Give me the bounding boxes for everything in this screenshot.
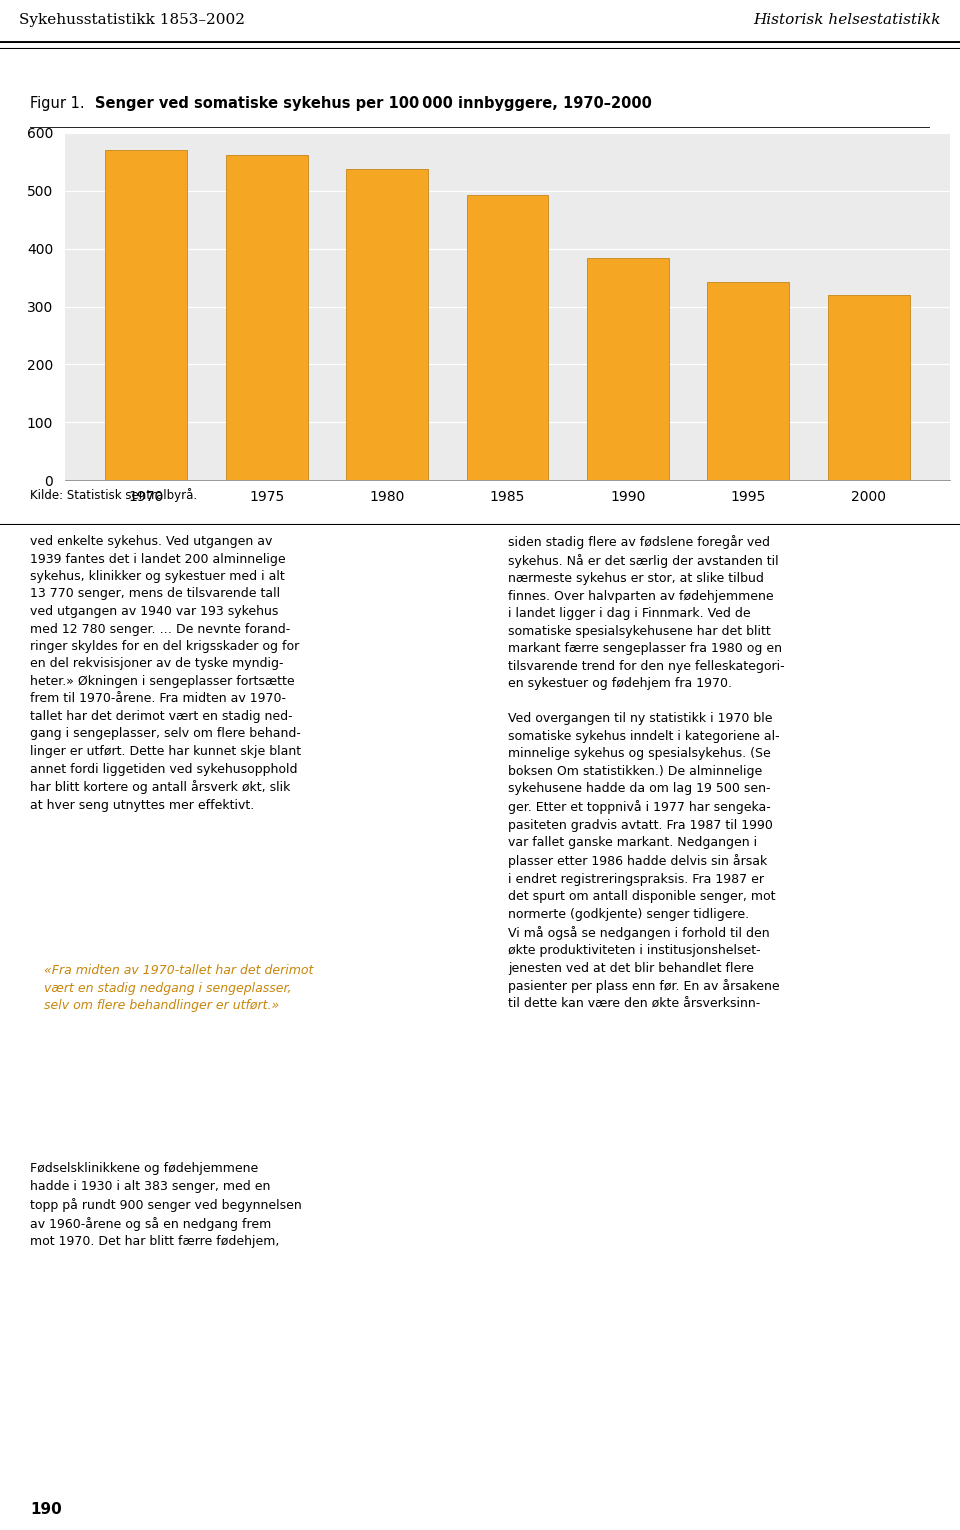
Bar [106,150,187,480]
Text: Senger ved somatiske sykehus per 100 000 innbyggere, 1970–2000: Senger ved somatiske sykehus per 100 000… [95,96,652,110]
Text: Kilde: Statistisk sentralbyrå.: Kilde: Statistisk sentralbyrå. [30,488,197,502]
Text: «Fra midten av 1970-tallet har det derimot
vært en stadig nedgang i sengeplasser: «Fra midten av 1970-tallet har det derim… [44,964,313,1013]
Bar [467,194,548,480]
Bar [828,295,910,480]
Bar [587,259,669,480]
Text: ved enkelte sykehus. Ved utgangen av
1939 fantes det i landet 200 alminnelige
sy: ved enkelte sykehus. Ved utgangen av 193… [30,536,301,812]
Bar [347,170,428,480]
Text: Fødselsklinikkene og fødehjemmene
hadde i 1930 i alt 383 senger, med en
topp på : Fødselsklinikkene og fødehjemmene hadde … [30,1163,301,1248]
Text: siden stadig flere av fødslene foregår ved
sykehus. Nå er det særlig der avstand: siden stadig flere av fødslene foregår v… [508,536,784,1011]
Text: Sykehusstatistikk 1853–2002: Sykehusstatistikk 1853–2002 [19,14,245,28]
Bar [708,282,789,480]
Text: Historisk helsestatistikk: Historisk helsestatistikk [754,14,941,28]
Text: 190: 190 [30,1501,61,1516]
Bar [226,155,307,480]
Text: Figur 1.: Figur 1. [30,96,89,110]
